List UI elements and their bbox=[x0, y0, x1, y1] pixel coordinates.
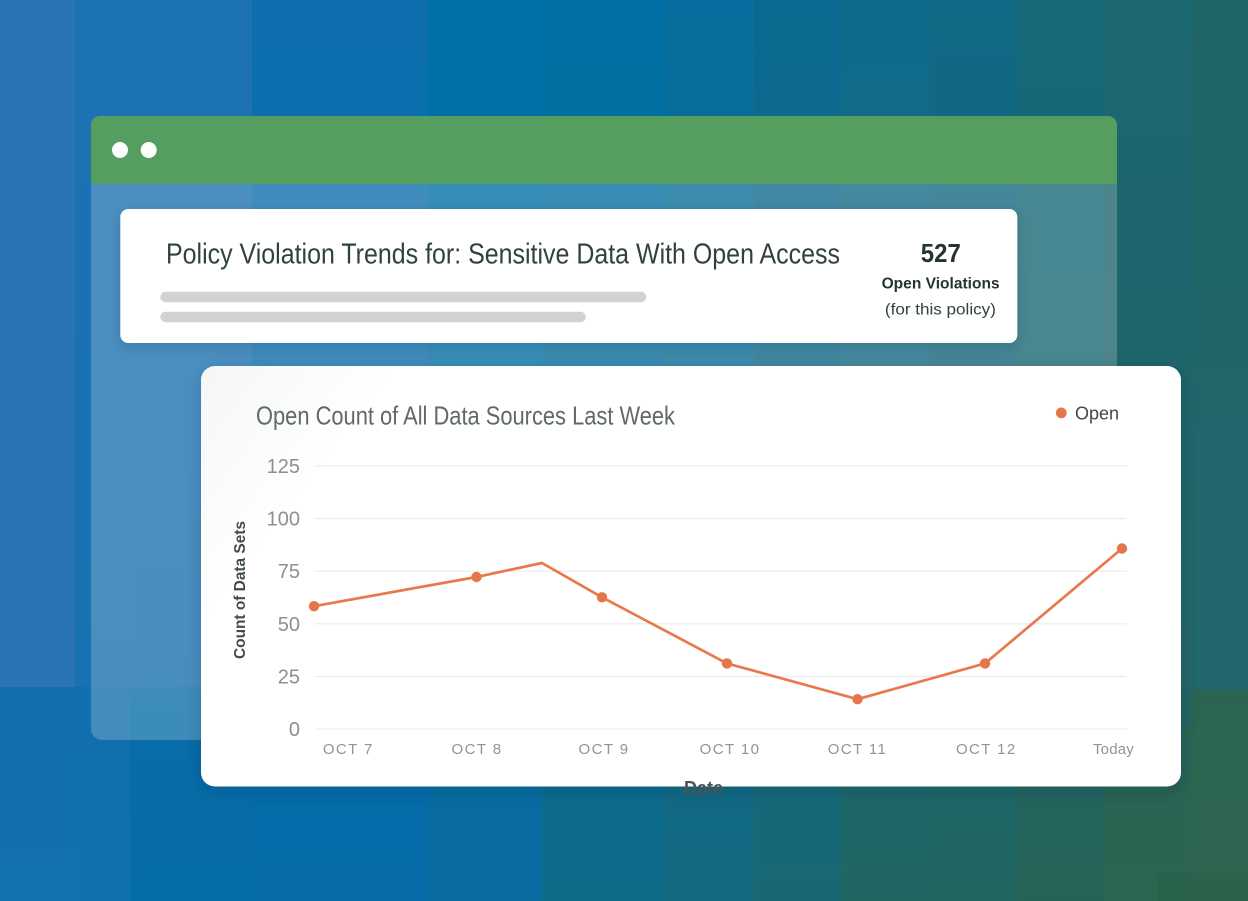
svg-text:(for this policy): (for this policy) bbox=[885, 302, 996, 319]
svg-text:Date: Date bbox=[684, 778, 723, 798]
svg-text:OCT 8: OCT 8 bbox=[452, 741, 503, 758]
svg-text:Policy Violation Trends for: S: Policy Violation Trends for: Sensitive D… bbox=[166, 239, 840, 271]
svg-text:50: 50 bbox=[278, 614, 300, 636]
svg-text:100: 100 bbox=[267, 509, 300, 531]
svg-text:0: 0 bbox=[289, 719, 300, 741]
svg-text:OCT 11: OCT 11 bbox=[828, 741, 888, 758]
svg-text:75: 75 bbox=[278, 561, 300, 583]
svg-text:Open Count of All Data Sources: Open Count of All Data Sources Last Week bbox=[256, 401, 676, 431]
svg-text:527: 527 bbox=[921, 238, 961, 268]
svg-text:Open Violations: Open Violations bbox=[882, 275, 1000, 292]
svg-text:OCT 9: OCT 9 bbox=[579, 741, 630, 758]
svg-text:125: 125 bbox=[267, 456, 300, 478]
svg-text:OCT 12: OCT 12 bbox=[956, 741, 1017, 758]
svg-text:Open: Open bbox=[1075, 403, 1119, 423]
svg-text:25: 25 bbox=[278, 666, 300, 688]
svg-text:Count of Data Sets: Count of Data Sets bbox=[232, 521, 249, 659]
svg-text:Today: Today bbox=[1093, 741, 1134, 758]
svg-text:OCT 10: OCT 10 bbox=[700, 741, 761, 758]
svg-text:OCT 7: OCT 7 bbox=[323, 741, 374, 758]
